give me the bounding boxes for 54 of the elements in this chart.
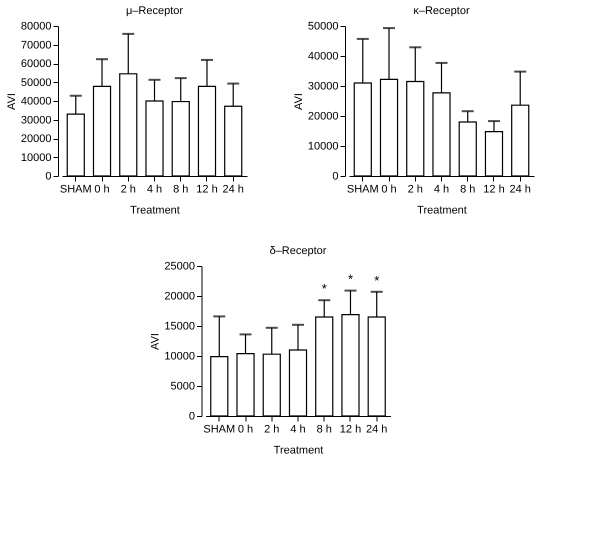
chart-title: κ–Receptor	[413, 5, 470, 17]
y-tick-label: 30000	[308, 80, 338, 92]
x-tick-label: SHAM	[60, 184, 92, 196]
y-tick-label: 25000	[164, 260, 195, 272]
y-tick-label: 20000	[308, 110, 338, 122]
y-tick-label: 15000	[164, 320, 195, 332]
annotation: *	[374, 272, 380, 288]
chart-title: δ–Receptor	[270, 245, 327, 257]
y-tick-label: 60000	[20, 58, 52, 70]
annotation: *	[348, 272, 354, 287]
x-tick-label: SHAM	[346, 184, 379, 196]
x-tick-label: 8 h	[316, 424, 332, 436]
y-tick-label: 10000	[308, 140, 338, 152]
y-tick-label: 0	[188, 410, 195, 422]
y-tick-label: 70000	[20, 39, 52, 52]
y-tick-label: 0	[332, 170, 338, 182]
x-tick-label: 24 h	[366, 424, 388, 436]
x-tick-label: 4 h	[146, 184, 162, 196]
y-tick-label: 50000	[308, 20, 338, 32]
x-tick-label: 0 h	[381, 184, 397, 196]
x-tick-label: SHAM	[203, 424, 236, 436]
x-tick-label: 2 h	[408, 184, 423, 196]
x-tick-label: 12 h	[196, 184, 218, 196]
x-tick-label: 12 h	[340, 424, 362, 436]
x-tick-label: 0 h	[94, 184, 110, 196]
x-axis-title: Treatment	[130, 204, 180, 216]
annotation: *	[322, 281, 327, 296]
y-tick-label: 40000	[20, 96, 52, 108]
x-tick-label: 24 h	[222, 184, 244, 196]
x-tick-label: 8 h	[173, 184, 188, 196]
y-tick-label: 0	[45, 170, 52, 182]
x-tick-label: 12 h	[483, 184, 505, 196]
x-tick-label: 24 h	[510, 184, 531, 196]
y-axis-title: AVI	[292, 93, 305, 110]
y-tick-label: 30000	[20, 114, 52, 126]
chart-title: μ–Receptor	[126, 5, 184, 17]
y-tick-label: 40000	[308, 50, 338, 62]
x-tick-label: 4 h	[290, 424, 306, 436]
y-tick-label: 10000	[20, 152, 52, 164]
y-tick-label: 80000	[20, 20, 52, 32]
x-tick-label: 4 h	[434, 184, 450, 196]
x-tick-label: 2 h	[120, 184, 136, 196]
y-axis-title: AVI	[149, 333, 162, 350]
y-tick-label: 50000	[20, 76, 52, 89]
x-axis-title: Treatment	[417, 204, 467, 216]
x-tick-label: 8 h	[460, 184, 476, 196]
y-tick-label: 20000	[20, 133, 52, 145]
y-tick-label: 20000	[164, 290, 195, 302]
x-tick-label: 0 h	[238, 424, 254, 436]
y-axis-title: AVI	[6, 93, 18, 110]
y-tick-label: 5000	[170, 380, 195, 392]
y-tick-label: 10000	[164, 350, 195, 362]
x-tick-label: 2 h	[264, 424, 280, 436]
x-axis-title: Treatment	[274, 444, 324, 456]
